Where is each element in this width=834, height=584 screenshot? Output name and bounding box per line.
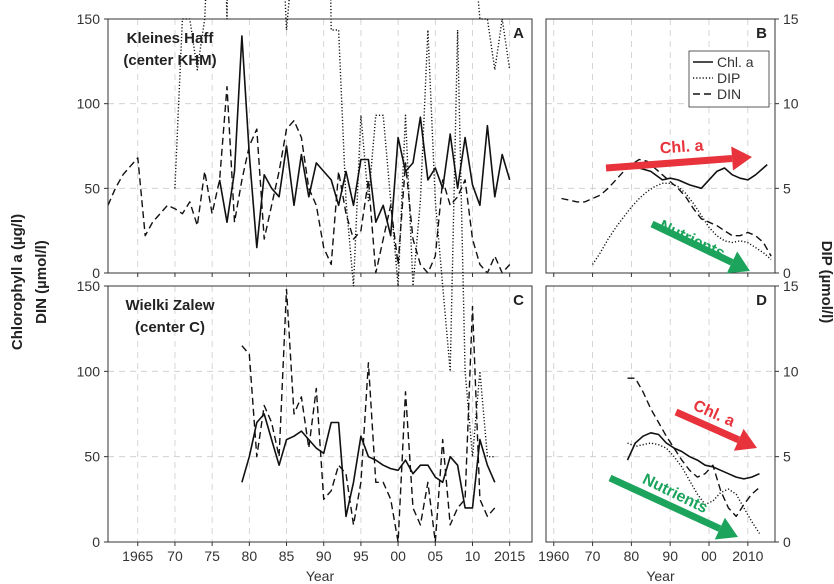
trend-arrow-nutrients: Nutrients — [650, 217, 750, 274]
x-tick-label: 70 — [167, 548, 183, 564]
panel-frame — [107, 18, 533, 274]
trend-arrow-chl-a: Chl. a — [605, 138, 752, 172]
x-tick-label: 85 — [279, 548, 295, 564]
panel-frame — [545, 18, 776, 274]
x-tick-label: 10 — [465, 548, 481, 564]
arrow-shaft — [674, 408, 741, 444]
panel-label: D — [756, 292, 767, 309]
y-tick-label: 150 — [77, 278, 101, 294]
y-tick-label: 15 — [783, 11, 799, 27]
y-axis-title-left: DIN (µmol/l) — [33, 240, 50, 324]
series-dip-line — [174, 0, 511, 189]
series-chl-a-line — [626, 431, 760, 480]
panel-d: 1960 70 80 90 00 2010 0 5 10 15 D Year Chl. a Nutrien… — [538, 278, 799, 584]
series-din-line — [561, 158, 772, 257]
panel-frame — [545, 285, 776, 543]
y-tick-label: 5 — [783, 449, 791, 465]
x-axis-title: Year — [646, 568, 675, 584]
x-tick-label: 2010 — [732, 548, 763, 564]
trend-arrow-nutrients: Nutrients — [608, 471, 738, 540]
x-tick-label: 00 — [390, 548, 406, 564]
x-tick-label: 2015 — [494, 548, 525, 564]
series-dip-line — [284, 0, 495, 458]
arrow-head — [726, 251, 750, 274]
x-tick-label: 75 — [204, 548, 220, 564]
x-tick-label: 80 — [242, 548, 258, 564]
x-tick-label: 1960 — [538, 548, 569, 564]
station-title-line: Wielki Zalew — [125, 297, 214, 314]
panel-label: A — [513, 25, 524, 42]
y-tick-label: 100 — [77, 96, 101, 112]
x-tick-label: 00 — [701, 548, 717, 564]
series-dip-line — [627, 442, 761, 534]
station-title-line: (center C) — [135, 319, 205, 336]
series-din-line — [627, 377, 760, 518]
y-axis-title-left: Chlorophyll a (µg/l) — [9, 214, 26, 350]
x-tick-label: 95 — [353, 548, 369, 564]
panel-frame — [107, 285, 533, 543]
legend-label: DIP — [717, 70, 740, 86]
y-tick-label: 0 — [92, 534, 100, 550]
y-axis-title-right: DIP (µmol/l) — [818, 241, 834, 324]
series-chl-a-line — [241, 413, 496, 518]
x-tick-label: 90 — [316, 548, 332, 564]
y-tick-label: 10 — [783, 363, 799, 379]
y-tick-label: 15 — [783, 278, 799, 294]
arrow-label: Nutrients — [656, 217, 727, 262]
x-tick-label: 70 — [585, 548, 601, 564]
panel-label: C — [513, 292, 524, 309]
x-tick-label: 80 — [624, 548, 640, 564]
station-title-line: Kleines Haff — [127, 30, 215, 47]
series-chl-a-line — [627, 163, 768, 190]
legend-box — [688, 50, 770, 108]
y-tick-label: 0 — [92, 265, 100, 281]
arrow-shaft — [608, 474, 722, 532]
series-din-line — [241, 288, 496, 543]
y-tick-label: 5 — [783, 180, 791, 196]
trend-arrow-chl-a: Chl. a — [674, 397, 757, 451]
arrow-shaft — [605, 155, 733, 172]
y-tick-label: 0 — [783, 534, 791, 550]
y-tick-label: 50 — [84, 180, 100, 196]
y-tick-label: 50 — [84, 449, 100, 465]
x-tick-label: 05 — [428, 548, 444, 564]
x-tick-label: 1965 — [122, 548, 153, 564]
y-tick-label: 0 — [783, 265, 791, 281]
arrow-shaft — [650, 220, 734, 266]
y-tick-label: 100 — [77, 363, 101, 379]
panel-a: 0 50 100 150 A Kleines Haff (center KHM) — [77, 0, 533, 281]
series-dip-line — [592, 182, 772, 265]
panel-label: B — [756, 25, 767, 42]
y-tick-label: 10 — [783, 96, 799, 112]
arrow-head — [733, 428, 757, 451]
arrow-head — [731, 146, 752, 171]
x-axis-title: Year — [306, 568, 335, 584]
legend-label: Chl. a — [717, 54, 754, 70]
x-tick-label: 90 — [662, 548, 678, 564]
y-tick-label: 150 — [77, 11, 101, 27]
station-title-line: (center KHM) — [123, 52, 216, 69]
series-din-line — [107, 85, 511, 274]
panel-c: 1965 70 75 80 85 90 95 00 05 10 2015 0 50 100 150 C Wiel… — [77, 0, 533, 584]
arrow-head — [714, 517, 738, 540]
arrow-label: Chl. a — [659, 138, 704, 158]
legend-label: DIN — [717, 86, 741, 102]
